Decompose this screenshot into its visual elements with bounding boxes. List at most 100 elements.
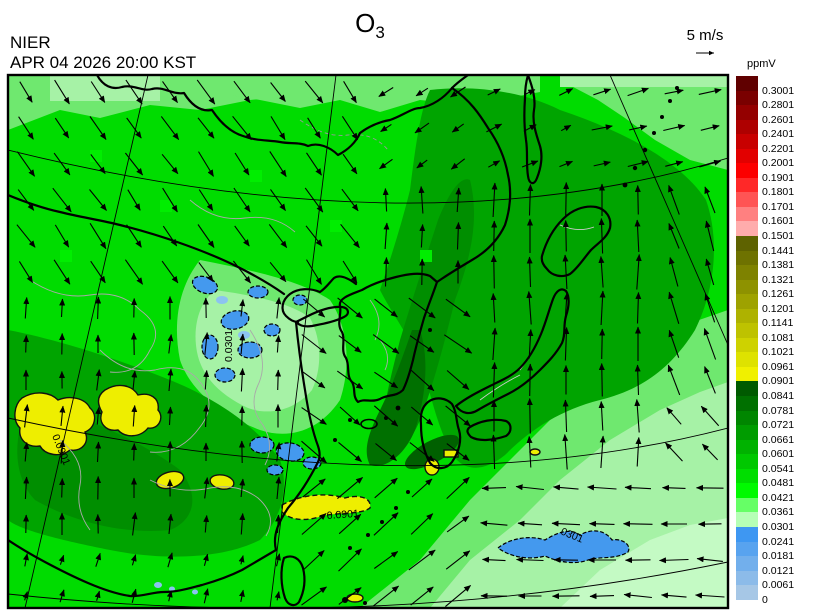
coast-north-china: [8, 193, 286, 296]
wind-arrow: [490, 293, 497, 323]
wind-arrow: [161, 153, 179, 175]
wind-arrow: [336, 370, 364, 390]
wind-arrow: [482, 556, 506, 563]
colorbar-label: 0.1701: [762, 200, 795, 213]
wind-arrow: [17, 189, 35, 211]
coast-shikoku: [466, 418, 512, 442]
wind-arrow: [374, 371, 399, 389]
wind-scale-arrow-icon: [696, 50, 714, 56]
wind-arrow: [131, 512, 138, 536]
colorbar-label: 0.1901: [762, 171, 795, 184]
wind-arrow: [446, 476, 470, 500]
colorbar-band: [736, 352, 758, 367]
wind-arrow: [341, 188, 359, 212]
wind-arrow: [517, 520, 543, 527]
wind-arrow: [666, 407, 682, 425]
wind-arrow: [445, 298, 471, 318]
wind-arrow: [661, 592, 687, 599]
wind-arrow: [562, 399, 569, 433]
wind-arrow: [408, 549, 436, 571]
colorbar-band: [736, 512, 758, 527]
colorbar-band: [736, 497, 758, 513]
colorbar-label: 0.0901: [762, 375, 795, 388]
wind-arrow: [559, 88, 574, 96]
colorbar-label: 0.0361: [762, 506, 795, 519]
wind-arrow: [527, 329, 534, 359]
wind-arrow: [339, 406, 361, 426]
wind-arrow: [696, 556, 723, 563]
wind-arrow: [526, 398, 533, 434]
colorbar-label: 0: [762, 593, 768, 606]
wind-arrow: [203, 588, 210, 604]
colorbar-label: 0.1021: [762, 346, 795, 359]
colorbar-label: 0.0301: [762, 520, 795, 533]
wind-arrow: [372, 334, 400, 354]
wind-arrow: [304, 80, 324, 104]
wind-arrow: [303, 550, 325, 570]
wind-arrow: [167, 552, 174, 568]
wind-arrow: [59, 440, 66, 464]
field-light-topright: [560, 75, 728, 170]
colorbar-band: [736, 454, 758, 469]
colorbar-label: 0.2801: [762, 99, 795, 112]
wind-arrow: [203, 332, 210, 356]
wind-arrow: [54, 79, 70, 105]
wind-arrow: [301, 334, 327, 354]
wind-arrow: [451, 123, 465, 133]
colorbar-label: 0.0661: [762, 433, 795, 446]
wind-arrow: [668, 184, 680, 215]
wind-arrow: [239, 478, 246, 498]
wind-arrow: [490, 255, 497, 289]
wind-arrow: [337, 476, 363, 500]
wind-arrow: [203, 370, 210, 390]
wind-arrow: [131, 588, 138, 603]
wind-arrow: [553, 484, 579, 491]
field-pale-topright: [560, 75, 728, 87]
wind-arrow: [373, 551, 399, 569]
wind-arrow: [239, 333, 246, 355]
wind-arrow: [197, 224, 215, 248]
wind-arrow: [446, 370, 470, 390]
coast-liaodong: [281, 275, 358, 324]
wind-arrow: [197, 117, 215, 139]
wind-arrow: [521, 160, 539, 168]
wind-arrow: [305, 225, 323, 247]
wind-arrow: [443, 334, 473, 354]
wind-arrow: [702, 443, 718, 461]
colorbar-band: [736, 396, 758, 411]
wind-arrow: [167, 513, 174, 534]
wind-arrow: [455, 187, 462, 213]
wind-arrow: [127, 189, 141, 211]
field-darkest-streak: [366, 330, 426, 466]
wind-arrow: [599, 290, 606, 326]
colorbar-label: 0.2201: [762, 142, 795, 155]
wind-arrow: [131, 443, 138, 461]
wind-arrow: [301, 513, 327, 535]
wind-arrow: [598, 218, 605, 254]
wind-arrow: [301, 586, 327, 606]
wind-arrow: [16, 151, 36, 177]
wind-arrow: [18, 116, 34, 140]
colorbar-label: 0.0781: [762, 404, 795, 417]
wind-arrow: [203, 404, 210, 428]
wind-arrow: [668, 257, 679, 287]
wind-arrow: [418, 186, 425, 214]
wind-arrow: [167, 368, 174, 392]
wind-arrow: [667, 364, 681, 396]
wind-arrow: [598, 256, 605, 288]
wind-arrow: [275, 369, 282, 391]
colorbar-band: [736, 541, 758, 557]
wind-arrow: [563, 327, 570, 361]
wind-arrow: [23, 335, 30, 353]
wind-arrow: [704, 186, 716, 214]
wind-arrow: [524, 89, 536, 96]
wind-arrow: [446, 443, 470, 461]
wind-arrow: [198, 151, 214, 177]
page-title: O3: [355, 8, 385, 43]
field-palest-corner: [560, 518, 728, 608]
wind-arrow: [635, 437, 642, 467]
wind-arrow: [700, 405, 720, 427]
colorbar-band: [736, 556, 758, 571]
wind-arrow: [450, 86, 466, 98]
